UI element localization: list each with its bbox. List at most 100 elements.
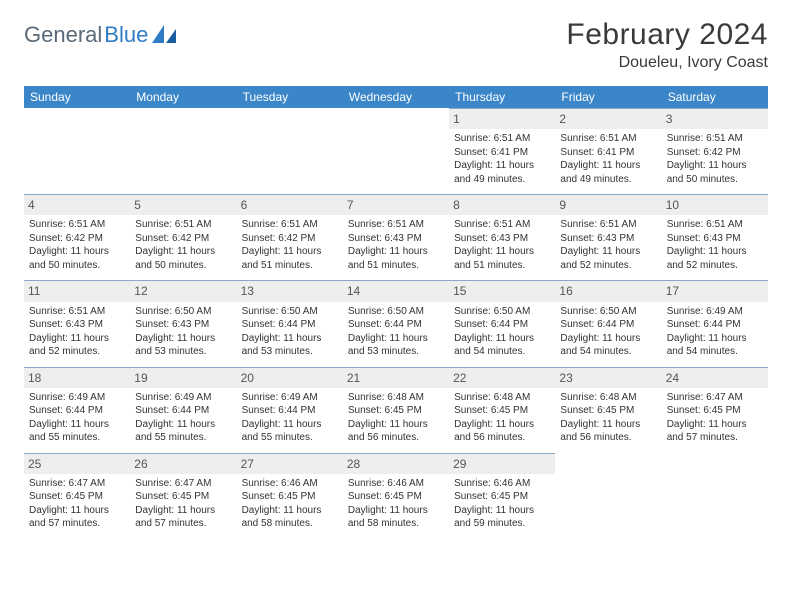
sunrise-line: Sunrise: 6:47 AM: [667, 391, 763, 405]
calendar-day-cell: 27Sunrise: 6:46 AMSunset: 6:45 PMDayligh…: [237, 453, 343, 539]
sunrise-line: Sunrise: 6:49 AM: [667, 305, 763, 319]
sunset-line: Sunset: 6:44 PM: [242, 404, 338, 418]
day-number: 11: [24, 280, 130, 301]
day-number: 23: [555, 367, 661, 388]
day-number: 25: [24, 453, 130, 474]
sunrise-line: Sunrise: 6:51 AM: [560, 132, 656, 146]
day-of-week-header: Saturday: [662, 86, 768, 108]
calendar-day-cell: 6Sunrise: 6:51 AMSunset: 6:42 PMDaylight…: [237, 194, 343, 280]
sunrise-line: Sunrise: 6:48 AM: [454, 391, 550, 405]
calendar-day-cell: 25 Sunrise: 6:47 AMSunset: 6:45 PMDayligh…: [24, 453, 130, 539]
day-number: 20: [237, 367, 343, 388]
calendar-body: 00001Sunrise: 6:51 AMSunset: 6:41 PMDayl…: [24, 108, 768, 539]
daylight-line: Daylight: 11 hours and 56 minutes.: [348, 418, 444, 445]
day-number: 16: [555, 280, 661, 301]
calendar-day-cell: 2Sunrise: 6:51 AMSunset: 6:41 PMDaylight…: [555, 108, 661, 194]
sunset-line: Sunset: 6:42 PM: [29, 232, 125, 246]
calendar-day-cell: 9Sunrise: 6:51 AMSunset: 6:43 PMDaylight…: [555, 194, 661, 280]
sunrise-line: Sunrise: 6:51 AM: [135, 218, 231, 232]
logo: GeneralBlue: [24, 18, 178, 48]
calendar-day-cell: 5Sunrise: 6:51 AMSunset: 6:42 PMDaylight…: [130, 194, 236, 280]
sunset-line: Sunset: 6:45 PM: [454, 490, 550, 504]
daylight-line: Daylight: 11 hours and 49 minutes.: [454, 159, 550, 186]
daylight-line: Daylight: 11 hours and 57 minutes.: [135, 504, 231, 531]
daylight-line: Daylight: 11 hours and 52 minutes.: [667, 245, 763, 272]
daylight-line: Daylight: 11 hours and 56 minutes.: [454, 418, 550, 445]
daylight-line: Daylight: 11 hours and 51 minutes.: [348, 245, 444, 272]
day-of-week-header: Thursday: [449, 86, 555, 108]
sunset-line: Sunset: 6:42 PM: [242, 232, 338, 246]
logo-text-gray: General: [24, 22, 102, 48]
sunrise-line: Sunrise: 6:47 AM: [29, 477, 125, 491]
calendar-day-cell: 19Sunrise: 6:49 AMSunset: 6:44 PMDayligh…: [130, 367, 236, 453]
sunset-line: Sunset: 6:43 PM: [348, 232, 444, 246]
daylight-line: Daylight: 11 hours and 59 minutes.: [454, 504, 550, 531]
day-number: 22: [449, 367, 555, 388]
sunrise-line: Sunrise: 6:46 AM: [348, 477, 444, 491]
calendar-day-cell: 17Sunrise: 6:49 AMSunset: 6:44 PMDayligh…: [662, 280, 768, 366]
daylight-line: Daylight: 11 hours and 51 minutes.: [242, 245, 338, 272]
calendar-day-cell: 12Sunrise: 6:50 AMSunset: 6:43 PMDayligh…: [130, 280, 236, 366]
day-number: 1: [449, 108, 555, 129]
daylight-line: Daylight: 11 hours and 50 minutes.: [667, 159, 763, 186]
daylight-line: Daylight: 11 hours and 57 minutes.: [667, 418, 763, 445]
day-number: 21: [343, 367, 449, 388]
day-number: 19: [130, 367, 236, 388]
sunrise-line: Sunrise: 6:49 AM: [29, 391, 125, 405]
sunrise-line: Sunrise: 6:50 AM: [242, 305, 338, 319]
day-number: 2: [555, 108, 661, 129]
sunset-line: Sunset: 6:45 PM: [135, 490, 231, 504]
daylight-line: Daylight: 11 hours and 58 minutes.: [242, 504, 338, 531]
calendar-day-cell: 26Sunrise: 6:47 AMSunset: 6:45 PMDayligh…: [130, 453, 236, 539]
daylight-line: Daylight: 11 hours and 55 minutes.: [135, 418, 231, 445]
sunset-line: Sunset: 6:45 PM: [29, 490, 125, 504]
sunrise-line: Sunrise: 6:48 AM: [348, 391, 444, 405]
day-number: 15: [449, 280, 555, 301]
sunrise-line: Sunrise: 6:51 AM: [560, 218, 656, 232]
sunset-line: Sunset: 6:44 PM: [242, 318, 338, 332]
sunset-line: Sunset: 6:45 PM: [348, 404, 444, 418]
sunset-line: Sunset: 6:42 PM: [667, 146, 763, 160]
calendar-day-cell: 16Sunrise: 6:50 AMSunset: 6:44 PMDayligh…: [555, 280, 661, 366]
title-block: February 2024 Doueleu, Ivory Coast: [566, 18, 768, 72]
logo-sail-icon: [152, 25, 178, 45]
calendar-week-row: 11Sunrise: 6:51 AMSunset: 6:43 PMDayligh…: [24, 280, 768, 366]
daylight-line: Daylight: 11 hours and 57 minutes.: [29, 504, 125, 531]
daylight-line: Daylight: 11 hours and 54 minutes.: [560, 332, 656, 359]
calendar-empty-cell: 0: [662, 453, 768, 539]
calendar-empty-cell: 0: [237, 108, 343, 194]
calendar-day-cell: 18Sunrise: 6:49 AMSunset: 6:44 PMDayligh…: [24, 367, 130, 453]
day-of-week-row: SundayMondayTuesdayWednesdayThursdayFrid…: [24, 86, 768, 108]
sunset-line: Sunset: 6:41 PM: [560, 146, 656, 160]
calendar-day-cell: 11Sunrise: 6:51 AMSunset: 6:43 PMDayligh…: [24, 280, 130, 366]
daylight-line: Daylight: 11 hours and 53 minutes.: [135, 332, 231, 359]
sunrise-line: Sunrise: 6:48 AM: [560, 391, 656, 405]
daylight-line: Daylight: 11 hours and 54 minutes.: [454, 332, 550, 359]
calendar-day-cell: 10Sunrise: 6:51 AMSunset: 6:43 PMDayligh…: [662, 194, 768, 280]
sunset-line: Sunset: 6:44 PM: [348, 318, 444, 332]
sunrise-line: Sunrise: 6:50 AM: [454, 305, 550, 319]
header: GeneralBlue February 2024 Doueleu, Ivory…: [24, 18, 768, 72]
sunrise-line: Sunrise: 6:46 AM: [242, 477, 338, 491]
calendar-day-cell: 13 Sunrise: 6:50 AMSunset: 6:44 PMDayligh…: [237, 280, 343, 366]
day-number: 12: [130, 280, 236, 301]
day-number: 13: [237, 280, 343, 301]
sunrise-line: Sunrise: 6:50 AM: [135, 305, 231, 319]
logo-text-blue: Blue: [104, 22, 148, 48]
sunset-line: Sunset: 6:43 PM: [454, 232, 550, 246]
calendar-day-cell: 21 Sunrise: 6:48 AMSunset: 6:45 PMDayligh…: [343, 367, 449, 453]
day-number: 8: [449, 194, 555, 215]
sunrise-line: Sunrise: 6:51 AM: [348, 218, 444, 232]
sunrise-line: Sunrise: 6:51 AM: [29, 218, 125, 232]
sunset-line: Sunset: 6:44 PM: [135, 404, 231, 418]
daylight-line: Daylight: 11 hours and 53 minutes.: [242, 332, 338, 359]
calendar-day-cell: 7Sunrise: 6:51 AMSunset: 6:43 PMDaylight…: [343, 194, 449, 280]
sunset-line: Sunset: 6:41 PM: [454, 146, 550, 160]
month-title: February 2024: [566, 18, 768, 52]
calendar-grid: SundayMondayTuesdayWednesdayThursdayFrid…: [24, 86, 768, 539]
sunrise-line: Sunrise: 6:49 AM: [242, 391, 338, 405]
sunset-line: Sunset: 6:43 PM: [29, 318, 125, 332]
day-number: 26: [130, 453, 236, 474]
day-number: 6: [237, 194, 343, 215]
calendar-day-cell: 23Sunrise: 6:48 AMSunset: 6:45 PMDayligh…: [555, 367, 661, 453]
